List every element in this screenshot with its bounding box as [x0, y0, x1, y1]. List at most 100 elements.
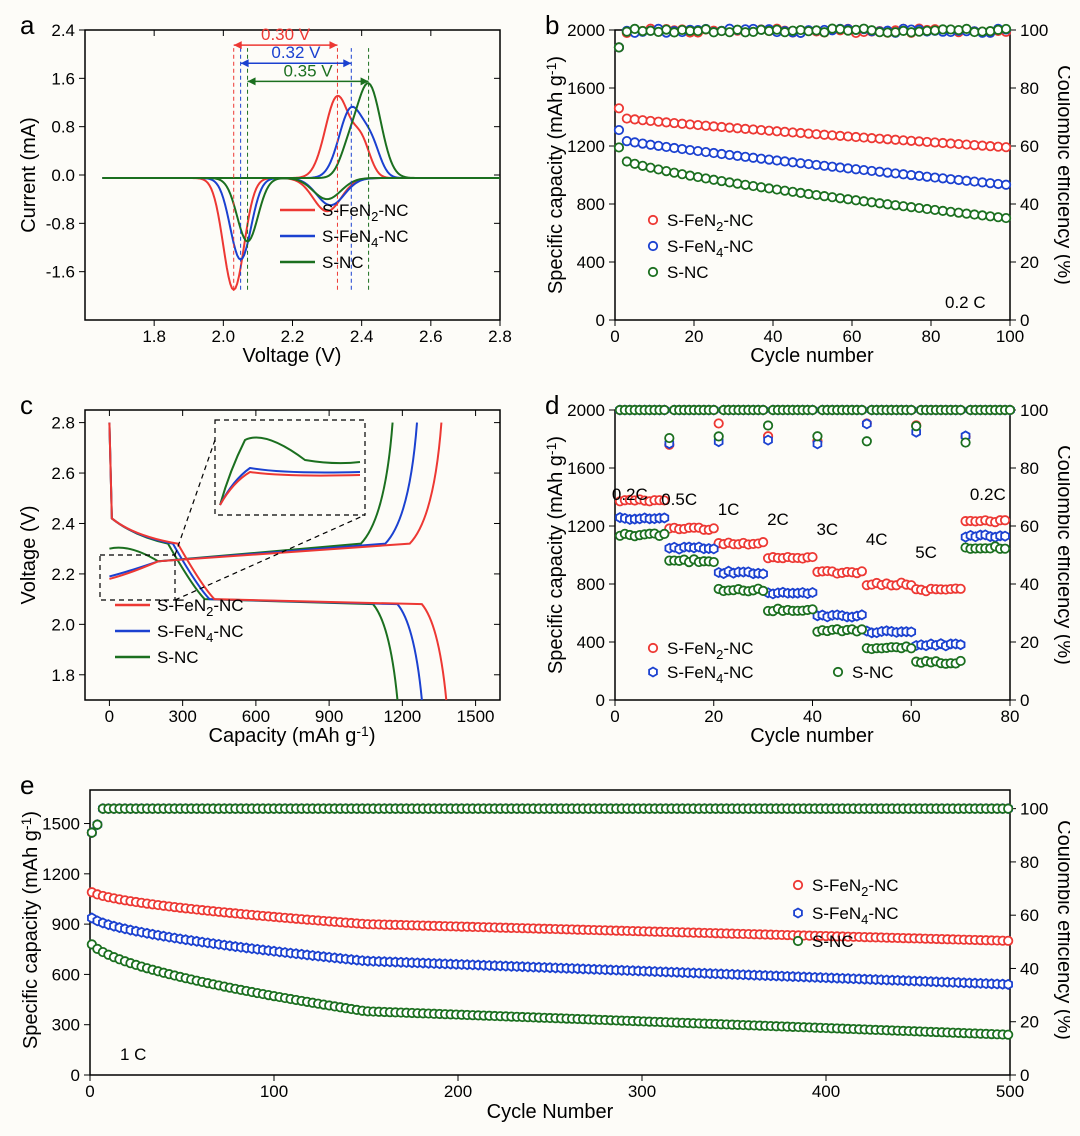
- panel-c-xlabel: Capacity (mAh g-1): [209, 723, 376, 747]
- panel-b: b 0400800120016002000 020406080100 02040…: [540, 10, 1070, 370]
- svg-text:1.8: 1.8: [51, 666, 75, 685]
- svg-text:1600: 1600: [567, 79, 605, 98]
- svg-text:600: 600: [52, 965, 80, 984]
- svg-text:2.0: 2.0: [212, 327, 236, 346]
- panel-b-xlabel: Cycle number: [750, 345, 874, 367]
- svg-text:100: 100: [1020, 800, 1048, 819]
- svg-text:0: 0: [610, 707, 619, 726]
- svg-text:60: 60: [843, 327, 862, 346]
- svg-text:2.4: 2.4: [350, 327, 374, 346]
- svg-text:0.30 V: 0.30 V: [261, 25, 311, 44]
- panel-d-ylabel: Specific capacity (mAh g-1): [543, 436, 567, 674]
- svg-text:2.8: 2.8: [488, 327, 512, 346]
- svg-text:S-FeN2-NC: S-FeN2-NC: [812, 876, 899, 899]
- svg-text:3C: 3C: [816, 520, 838, 539]
- svg-text:200: 200: [444, 1082, 472, 1101]
- svg-text:0.35 V: 0.35 V: [283, 61, 333, 80]
- svg-text:S-FeN2-NC: S-FeN2-NC: [157, 596, 244, 619]
- svg-text:0.5C: 0.5C: [661, 490, 697, 509]
- panel-e-rate: 1 C: [120, 1045, 146, 1064]
- svg-text:1500: 1500: [42, 815, 80, 834]
- svg-text:S-FeN4-NC: S-FeN4-NC: [667, 663, 754, 686]
- svg-text:100: 100: [996, 327, 1024, 346]
- panel-c-ylabel: Voltage (V): [18, 506, 40, 605]
- svg-text:S-FeN4-NC: S-FeN4-NC: [322, 227, 409, 250]
- panel-a-chart: -1.6-0.80.00.81.62.4 1.82.02.22.42.62.8 …: [15, 10, 520, 370]
- panel-b-ylabel2: Coulombic efficiency (%): [1053, 65, 1070, 285]
- svg-text:5C: 5C: [915, 543, 937, 562]
- svg-text:40: 40: [764, 327, 783, 346]
- panel-e-xlabel: Cycle Number: [487, 1101, 614, 1123]
- panel-e-chart: 030060090012001500 020406080100 01002003…: [15, 770, 1070, 1125]
- svg-text:2.8: 2.8: [51, 414, 75, 433]
- svg-text:S-NC: S-NC: [322, 253, 364, 272]
- svg-text:0: 0: [610, 327, 619, 346]
- svg-text:0: 0: [85, 1082, 94, 1101]
- svg-text:20: 20: [1020, 1013, 1039, 1032]
- panel-e-ylabel: Specific capacity (mAh g-1): [18, 811, 42, 1049]
- panel-d-chart: 0400800120016002000 020406080100 0204060…: [540, 390, 1070, 750]
- panel-a-label: a: [20, 10, 34, 41]
- svg-text:1500: 1500: [457, 707, 495, 726]
- svg-text:S-FeN2-NC: S-FeN2-NC: [322, 201, 409, 224]
- svg-text:80: 80: [1020, 79, 1039, 98]
- svg-text:100: 100: [1020, 21, 1048, 40]
- svg-text:40: 40: [1020, 959, 1039, 978]
- svg-text:80: 80: [922, 327, 941, 346]
- panel-d-xlabel: Cycle number: [750, 725, 874, 747]
- svg-text:300: 300: [52, 1016, 80, 1035]
- svg-text:S-NC: S-NC: [157, 648, 199, 667]
- svg-text:S-NC: S-NC: [812, 932, 854, 951]
- svg-text:0.2C: 0.2C: [612, 485, 648, 504]
- svg-text:40: 40: [803, 707, 822, 726]
- panel-c: c 1.82.02.22.42.62.8 030060090012001500 …: [15, 390, 520, 750]
- svg-text:600: 600: [242, 707, 270, 726]
- panel-c-label: c: [20, 390, 33, 421]
- panel-d-label: d: [545, 390, 559, 421]
- svg-text:60: 60: [1020, 137, 1039, 156]
- panel-b-label: b: [545, 10, 559, 41]
- svg-text:800: 800: [577, 575, 605, 594]
- svg-text:2.6: 2.6: [419, 327, 443, 346]
- svg-text:500: 500: [996, 1082, 1024, 1101]
- svg-text:1200: 1200: [42, 865, 80, 884]
- svg-text:800: 800: [577, 195, 605, 214]
- panel-a-xlabel: Voltage (V): [243, 345, 342, 367]
- svg-text:400: 400: [577, 633, 605, 652]
- panel-b-rate: 0.2 C: [945, 293, 986, 312]
- svg-text:S-NC: S-NC: [852, 663, 894, 682]
- svg-text:40: 40: [1020, 575, 1039, 594]
- svg-text:80: 80: [1020, 853, 1039, 872]
- panel-c-chart: 1.82.02.22.42.62.8 030060090012001500 S-…: [15, 390, 520, 750]
- svg-text:1.6: 1.6: [51, 69, 75, 88]
- svg-text:20: 20: [704, 707, 723, 726]
- svg-text:2.2: 2.2: [51, 565, 75, 584]
- svg-text:1200: 1200: [567, 517, 605, 536]
- svg-text:20: 20: [1020, 633, 1039, 652]
- svg-text:100: 100: [260, 1082, 288, 1101]
- svg-text:2.4: 2.4: [51, 21, 75, 40]
- svg-text:60: 60: [902, 707, 921, 726]
- svg-text:0: 0: [596, 691, 605, 710]
- panel-a: a -1.6-0.80.00.81.62.4 1.82.02.22.42.62.…: [15, 10, 520, 370]
- svg-text:S-FeN4-NC: S-FeN4-NC: [667, 237, 754, 260]
- svg-text:2.2: 2.2: [281, 327, 305, 346]
- panel-b-chart: 0400800120016002000 020406080100 0204060…: [540, 10, 1070, 370]
- svg-text:80: 80: [1001, 707, 1020, 726]
- svg-text:1200: 1200: [567, 137, 605, 156]
- svg-text:4C: 4C: [866, 530, 888, 549]
- svg-text:S-FeN2-NC: S-FeN2-NC: [667, 639, 754, 662]
- svg-text:0.2C: 0.2C: [970, 485, 1006, 504]
- svg-text:S-FeN4-NC: S-FeN4-NC: [157, 622, 244, 645]
- svg-text:100: 100: [1020, 401, 1048, 420]
- svg-text:0: 0: [1020, 691, 1029, 710]
- svg-text:0: 0: [71, 1066, 80, 1085]
- svg-text:60: 60: [1020, 906, 1039, 925]
- svg-text:0.0: 0.0: [51, 166, 75, 185]
- svg-text:S-FeN4-NC: S-FeN4-NC: [812, 904, 899, 927]
- svg-text:400: 400: [812, 1082, 840, 1101]
- svg-text:60: 60: [1020, 517, 1039, 536]
- svg-text:0: 0: [105, 707, 114, 726]
- svg-text:300: 300: [628, 1082, 656, 1101]
- panel-d: d 0400800120016002000 020406080100 02040…: [540, 390, 1070, 750]
